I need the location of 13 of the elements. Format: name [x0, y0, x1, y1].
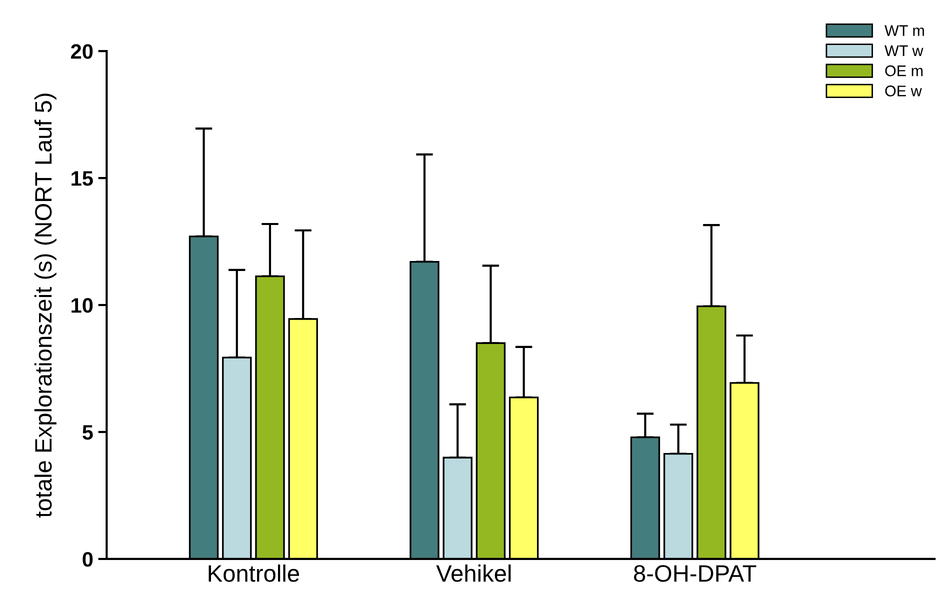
legend-label: WT w	[884, 45, 924, 56]
x-tick-label: 8-OH-DPAT	[634, 565, 756, 582]
legend-label: OE m	[885, 65, 923, 76]
x-tick-label: Vehikel	[436, 564, 511, 582]
y-tick-label: 10	[72, 298, 93, 313]
y-tick-label: 15	[72, 171, 93, 186]
y-tick-label: 0	[82, 552, 93, 567]
y-tick-label: 5	[82, 425, 93, 440]
legend-label: WT m	[884, 25, 924, 36]
y-tick-label: 20	[71, 44, 93, 59]
legend-label: OE w	[885, 86, 922, 96]
x-tick-label: Kontrolle	[208, 564, 299, 582]
y-axis-title: totale Explorationszeit (s) (NORT Lauf 5)	[34, 94, 56, 518]
